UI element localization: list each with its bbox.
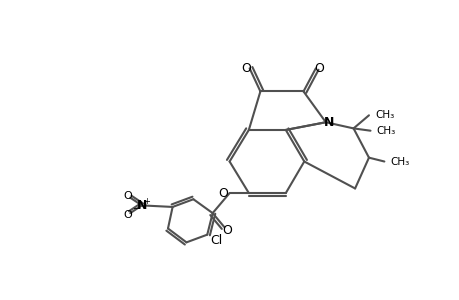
Text: CH₃: CH₃ (376, 126, 395, 136)
Text: CH₃: CH₃ (374, 110, 393, 120)
Text: CH₃: CH₃ (390, 157, 409, 166)
Text: Cl: Cl (210, 234, 222, 247)
Text: −: − (133, 204, 141, 214)
Text: N: N (323, 116, 333, 129)
Text: O: O (123, 191, 132, 201)
Text: N: N (136, 199, 147, 212)
Text: +: + (143, 197, 150, 206)
Text: O: O (313, 62, 323, 75)
Text: O: O (222, 224, 232, 236)
Text: O: O (218, 187, 228, 200)
Text: O: O (241, 62, 251, 75)
Text: O: O (123, 210, 132, 220)
